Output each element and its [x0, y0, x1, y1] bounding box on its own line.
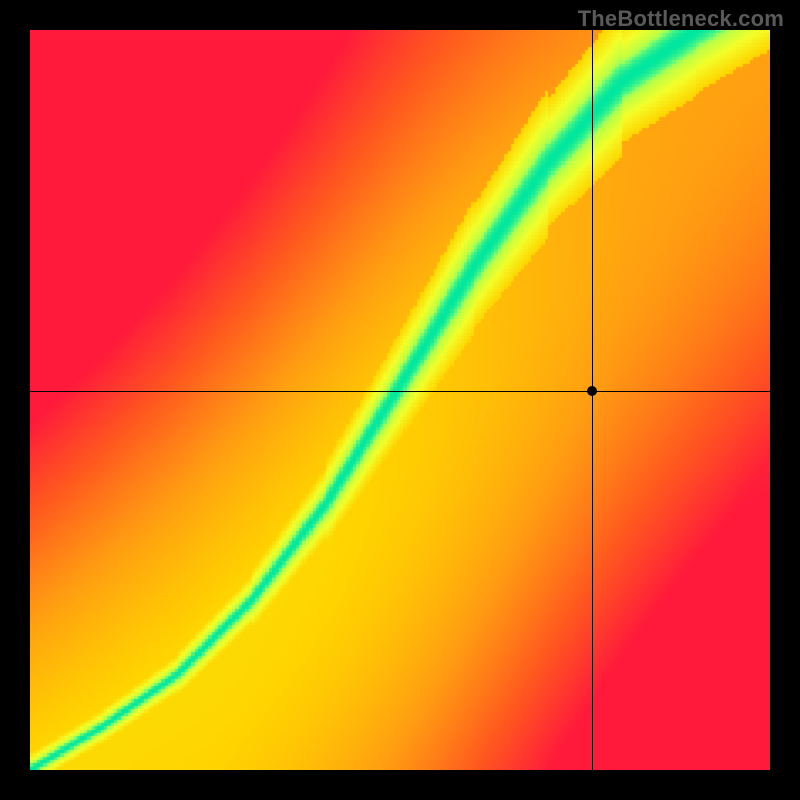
heatmap-canvas [30, 30, 770, 770]
attribution-text: TheBottleneck.com [578, 6, 784, 32]
crosshair-horizontal [30, 391, 770, 392]
chart-container: { "attribution": { "text": "TheBottlenec… [0, 0, 800, 800]
crosshair-vertical [592, 30, 593, 770]
